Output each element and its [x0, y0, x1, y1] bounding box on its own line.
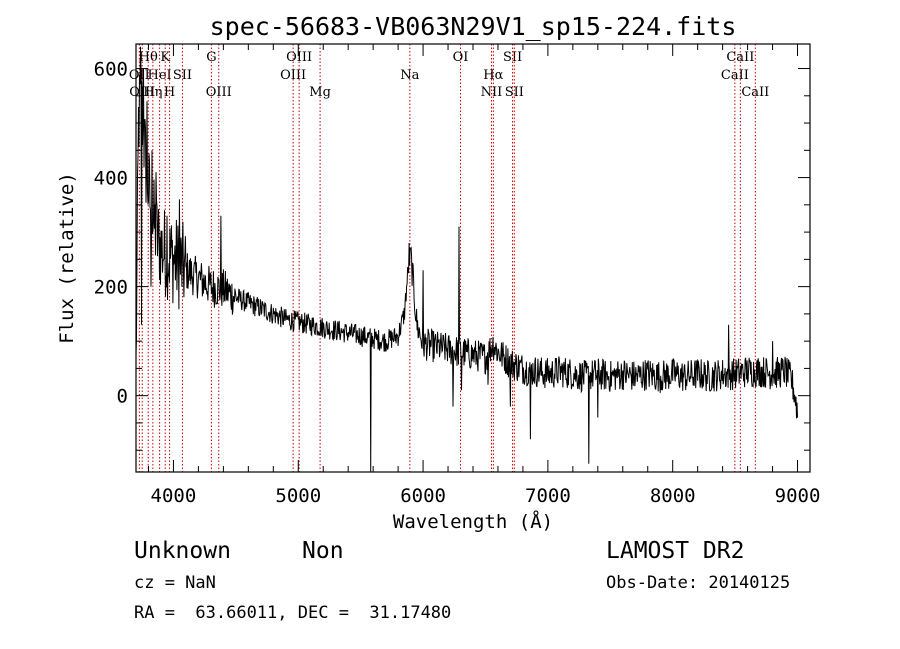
y-tick-label: 400 [94, 168, 128, 190]
line-marker-label: CaII [741, 85, 769, 100]
line-marker-label: SII [503, 50, 522, 65]
object-class: Unknown [134, 538, 231, 564]
obs-date-text: Obs-Date: 20140125 [606, 573, 791, 593]
object-subclass: Non [302, 538, 344, 564]
x-tick-label: 7000 [525, 485, 571, 507]
line-marker-label: HeI [148, 68, 172, 83]
survey-name: LAMOST DR2 [606, 538, 745, 564]
x-tick-label: 9000 [775, 485, 821, 507]
line-marker-label: G [206, 50, 216, 65]
x-tick-label: 8000 [650, 485, 696, 507]
line-marker-label: CaII [721, 68, 749, 83]
x-tick-label: 5000 [275, 485, 321, 507]
line-marker-label: OIII [280, 68, 306, 83]
line-marker-label: SII [173, 68, 192, 83]
line-marker-label: CaII [726, 50, 754, 65]
line-markers-layer: OIIHθOIIIHηHeIKHSIIGOIIIOIIIOIIIMgNaOINI… [129, 44, 769, 472]
x-axis-label: Wavelength (Å) [393, 510, 553, 533]
line-marker-label: Na [400, 68, 419, 83]
line-marker-label: K [160, 50, 170, 65]
y-tick-label: 200 [94, 277, 128, 299]
chart-title: spec-56683-VB063N29V1_sp15-224.fits [210, 12, 737, 41]
axis-ticks-layer: 4000 5000 6000 7000 8000 9000 0 200 400 600 [94, 44, 821, 507]
line-marker-label: OI [453, 50, 469, 65]
x-tick-label: 4000 [151, 485, 197, 507]
spectrum-line [135, 46, 798, 473]
spectrum-layer [135, 46, 798, 473]
line-marker-label: OIII [286, 50, 312, 65]
line-marker-label: Hη [143, 85, 162, 100]
redshift-text: cz = NaN [134, 573, 216, 593]
x-tick-label: 6000 [400, 485, 446, 507]
line-marker-label: NII [481, 85, 503, 100]
line-marker-label: OIII [206, 85, 232, 100]
line-marker-label: Hα [483, 68, 503, 83]
plot-frame [135, 43, 811, 473]
line-marker-label: Mg [309, 85, 331, 100]
y-tick-label: 600 [94, 59, 128, 81]
coordinates-text: RA = 63.66011, DEC = 31.17480 [134, 603, 452, 623]
y-tick-label: 0 [117, 386, 128, 408]
line-marker-label: H [164, 85, 175, 100]
line-marker-label: Hθ [139, 50, 158, 65]
y-axis-label: Flux (relative) [56, 172, 78, 344]
line-marker-label: SII [505, 85, 524, 100]
